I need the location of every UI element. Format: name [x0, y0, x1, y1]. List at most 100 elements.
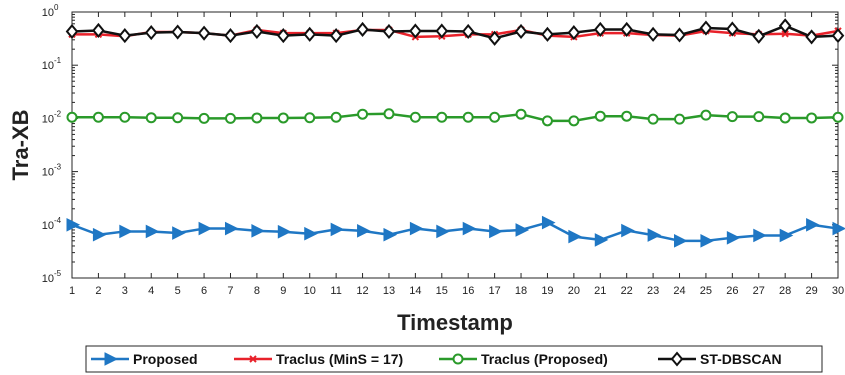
x-tick-label: 7	[227, 285, 233, 297]
data-point	[198, 112, 210, 124]
data-point	[92, 227, 107, 242]
y-tick-exponent: -4	[54, 216, 62, 225]
data-point	[673, 27, 686, 43]
data-point	[779, 112, 791, 124]
data-point	[621, 223, 635, 238]
x-tick-label: 22	[621, 285, 633, 297]
y-tick-exponent: -1	[54, 56, 62, 65]
data-point	[726, 230, 741, 245]
x-tick-label: 9	[280, 285, 286, 297]
legend-swatch-marker	[249, 355, 257, 363]
x-tick-label: 19	[541, 285, 553, 297]
data-point	[251, 112, 263, 124]
x-tick-label: 5	[175, 285, 181, 297]
data-point	[700, 234, 715, 248]
data-point	[119, 111, 131, 123]
data-point	[277, 224, 292, 239]
data-point	[699, 20, 713, 36]
data-point	[329, 28, 343, 44]
data-point	[806, 217, 820, 232]
legend: Proposed Traclus (MinS = 17) Traclus (Prop…	[85, 345, 823, 373]
data-point	[171, 24, 184, 40]
data-point	[357, 108, 369, 120]
data-point	[594, 110, 606, 122]
data-point	[832, 221, 845, 236]
x-tick-label: 6	[201, 285, 207, 297]
data-point	[409, 111, 421, 123]
data-point	[674, 234, 688, 248]
y-tick-exponent: -2	[54, 109, 62, 118]
legend-label: ST-DBSCAN	[700, 351, 782, 367]
data-point	[594, 233, 609, 247]
data-point	[489, 111, 501, 123]
legend-swatch-marker	[670, 351, 684, 367]
legend-label: Traclus (Proposed)	[481, 351, 608, 367]
y-tick-label: 10	[42, 60, 54, 72]
x-axis-title: Timestamp	[397, 310, 513, 335]
data-point	[805, 29, 818, 45]
data-point	[806, 112, 818, 124]
data-point	[568, 115, 580, 127]
x-tick-label: 23	[647, 285, 659, 297]
data-point	[224, 112, 236, 124]
data-point	[145, 112, 157, 124]
legend-item: Proposed	[91, 351, 198, 367]
data-point	[172, 226, 186, 240]
legend-label: Proposed	[133, 351, 198, 367]
data-point	[251, 224, 266, 238]
data-point	[357, 224, 371, 238]
x-tick-label: 30	[832, 285, 844, 297]
data-point	[568, 229, 582, 244]
data-point	[92, 22, 105, 39]
data-point	[304, 226, 318, 241]
legend-swatch-marker	[452, 353, 464, 365]
data-point	[409, 23, 422, 39]
data-point	[330, 111, 342, 123]
y-tick-exponent: 0	[54, 3, 59, 12]
data-point	[92, 111, 104, 123]
legend-item: Traclus (Proposed)	[439, 351, 608, 367]
legend-label: Traclus (MinS = 17)	[276, 351, 403, 367]
data-point	[462, 221, 477, 236]
data-point	[197, 25, 211, 41]
data-point	[831, 28, 845, 44]
x-tick-label: 4	[148, 285, 154, 297]
data-point	[489, 224, 503, 239]
data-point	[435, 23, 449, 39]
data-point	[752, 28, 766, 44]
data-point	[224, 221, 239, 236]
data-point	[674, 113, 686, 125]
data-point	[488, 30, 501, 46]
data-point	[832, 111, 844, 123]
y-tick-label: 10	[42, 273, 54, 285]
x-tick-label: 26	[726, 285, 738, 297]
x-tick-label: 13	[383, 285, 395, 297]
data-point	[781, 30, 789, 38]
data-point	[383, 227, 398, 242]
data-point	[620, 21, 633, 38]
data-point	[330, 222, 345, 237]
x-tick-label: 20	[568, 285, 580, 297]
x-tick-label: 25	[700, 285, 712, 297]
y-tick-label: 10	[42, 7, 54, 19]
data-point	[277, 28, 290, 44]
x-tick-label: 11	[330, 285, 341, 297]
data-point	[541, 26, 554, 42]
data-point	[172, 112, 184, 124]
x-tick-label: 21	[594, 285, 606, 297]
data-point	[647, 228, 662, 242]
x-tick-label: 29	[805, 285, 817, 297]
data-point	[646, 26, 660, 42]
x-tick-label: 18	[515, 285, 527, 297]
data-point	[778, 18, 792, 34]
data-point	[383, 108, 395, 120]
y-tick-exponent: -3	[54, 163, 62, 172]
y-tick-label: 10	[42, 220, 54, 232]
data-point	[647, 113, 659, 125]
legend-item: Traclus (MinS = 17)	[234, 351, 403, 367]
x-tick-label: 28	[779, 285, 791, 297]
data-point	[224, 28, 237, 44]
data-point	[462, 111, 474, 123]
